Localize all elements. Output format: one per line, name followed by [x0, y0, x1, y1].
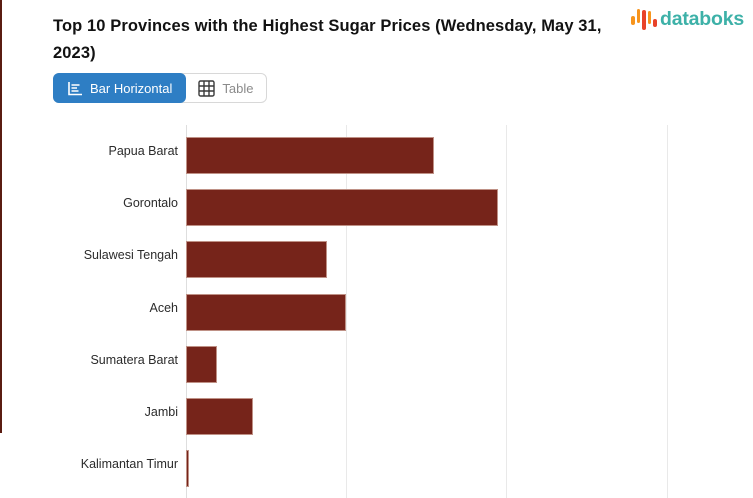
category-label: Aceh — [149, 300, 179, 315]
gridline — [506, 125, 508, 498]
table-button[interactable]: Table — [185, 74, 266, 102]
category-label: Sulawesi Tengah — [83, 248, 178, 263]
left-accent-line — [0, 0, 2, 433]
chart-row: Jambi — [0, 386, 753, 438]
chart-row: Kalimantan Timur — [0, 438, 753, 490]
chart-row: Aceh — [0, 282, 753, 334]
category-label: Kalimantan Timur — [80, 457, 178, 472]
bar-sulawesi-tengah[interactable] — [185, 241, 327, 279]
bar-horizontal-button[interactable]: Bar Horizontal — [53, 73, 187, 103]
bar-sumatera-barat[interactable] — [185, 345, 217, 383]
chart-row: Sulawesi Tengah — [0, 229, 753, 281]
brand-name: databoks — [659, 8, 744, 30]
chart-row: Gorontalo — [0, 177, 753, 229]
databoks-logo[interactable]: databoks — [631, 6, 744, 32]
bar-pulse-icon — [631, 7, 657, 31]
category-label: Papua Barat — [108, 144, 179, 158]
bar-jambi[interactable] — [185, 398, 253, 435]
bar-gorontalo[interactable] — [185, 189, 499, 227]
table-grid-icon — [198, 79, 216, 97]
gridline — [345, 125, 347, 498]
bar-horizontal-label: Bar Horizontal — [90, 80, 173, 96]
page-title: Top 10 Provinces with the Highest Sugar … — [53, 17, 602, 63]
bar-papua-barat[interactable] — [185, 137, 435, 174]
chart-row: Papua Barat — [0, 125, 753, 177]
chart-row: Sumatera Barat — [0, 334, 753, 386]
category-label: Sumatera Barat — [90, 352, 178, 367]
bar-kalimantan-timur[interactable] — [185, 450, 189, 488]
category-label: Gorontalo — [123, 196, 178, 211]
horizontal-bar-chart-icon — [67, 81, 83, 96]
category-label: Jambi — [144, 405, 178, 419]
view-toggle-group: Bar Horizontal Table — [53, 73, 268, 103]
bar-aceh[interactable] — [185, 293, 346, 331]
gridline — [666, 125, 668, 498]
table-label: Table — [222, 80, 254, 96]
bar-chart: Papua Barat Gorontalo Sulawesi Tengah Aceh S… — [0, 125, 753, 498]
